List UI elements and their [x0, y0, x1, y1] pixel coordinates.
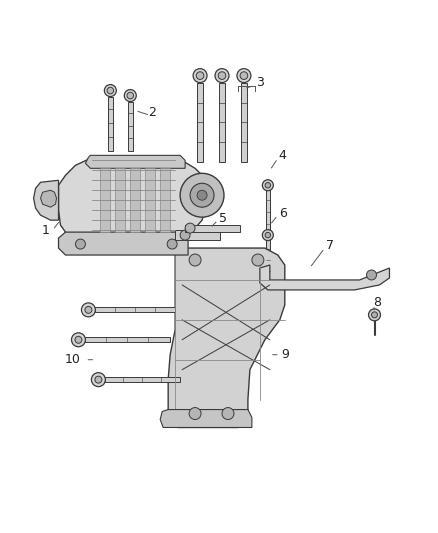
Circle shape — [262, 230, 273, 240]
Polygon shape — [106, 377, 180, 382]
Circle shape — [92, 373, 106, 386]
Circle shape — [180, 230, 190, 240]
Text: 1: 1 — [42, 224, 49, 237]
Circle shape — [237, 69, 251, 83]
Circle shape — [75, 336, 82, 343]
Circle shape — [252, 254, 264, 266]
Polygon shape — [168, 248, 285, 427]
Circle shape — [367, 270, 377, 280]
Circle shape — [189, 254, 201, 266]
Text: 10: 10 — [64, 353, 81, 366]
Circle shape — [127, 92, 134, 99]
Polygon shape — [145, 168, 155, 232]
Circle shape — [75, 239, 85, 249]
Circle shape — [240, 72, 248, 79]
Polygon shape — [266, 238, 270, 293]
Text: 8: 8 — [374, 296, 381, 309]
Polygon shape — [59, 158, 205, 238]
Circle shape — [371, 312, 378, 318]
Circle shape — [222, 408, 234, 419]
Polygon shape — [85, 155, 185, 168]
Circle shape — [193, 69, 207, 83]
Circle shape — [197, 190, 207, 200]
Circle shape — [190, 183, 214, 207]
Polygon shape — [160, 168, 170, 232]
Polygon shape — [260, 265, 389, 290]
Circle shape — [185, 223, 195, 233]
Circle shape — [218, 72, 226, 79]
Text: 9: 9 — [281, 348, 289, 361]
Polygon shape — [108, 96, 113, 151]
Circle shape — [71, 333, 85, 347]
Circle shape — [167, 239, 177, 249]
Circle shape — [368, 309, 381, 321]
Text: 3: 3 — [256, 76, 264, 89]
Polygon shape — [175, 230, 220, 240]
Polygon shape — [41, 190, 57, 207]
Polygon shape — [160, 409, 252, 427]
Circle shape — [95, 376, 102, 383]
Text: 7: 7 — [325, 239, 334, 252]
Polygon shape — [130, 168, 140, 232]
Polygon shape — [185, 225, 240, 232]
Circle shape — [180, 173, 224, 217]
Circle shape — [189, 408, 201, 419]
Polygon shape — [266, 188, 270, 248]
Text: 5: 5 — [219, 212, 227, 224]
Text: 6: 6 — [279, 207, 287, 220]
Circle shape — [265, 232, 271, 238]
Circle shape — [262, 180, 273, 191]
Polygon shape — [59, 232, 188, 255]
Polygon shape — [34, 180, 59, 220]
Text: 2: 2 — [148, 106, 156, 119]
Circle shape — [104, 85, 117, 96]
Polygon shape — [128, 101, 133, 151]
Polygon shape — [100, 168, 110, 232]
Circle shape — [196, 72, 204, 79]
Polygon shape — [219, 83, 225, 163]
Circle shape — [124, 90, 136, 101]
Circle shape — [85, 306, 92, 313]
Circle shape — [265, 182, 271, 188]
Circle shape — [81, 303, 95, 317]
Text: 4: 4 — [279, 149, 287, 162]
Polygon shape — [197, 83, 203, 163]
Circle shape — [107, 87, 113, 94]
Polygon shape — [115, 168, 125, 232]
Polygon shape — [95, 308, 175, 312]
Circle shape — [215, 69, 229, 83]
Polygon shape — [85, 337, 170, 342]
Polygon shape — [241, 83, 247, 163]
